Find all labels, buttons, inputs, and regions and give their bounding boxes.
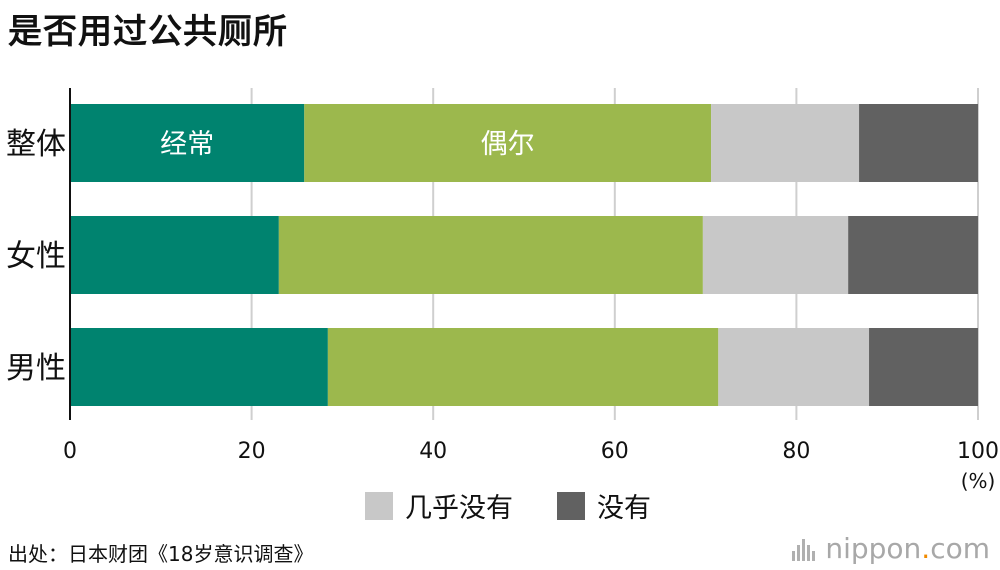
x-tick-label: 40 xyxy=(419,439,447,464)
bar-layer xyxy=(70,104,978,406)
category-label: 整体 xyxy=(6,127,66,162)
logo-bars-icon xyxy=(792,537,817,561)
nippon-logo: nippon. com xyxy=(792,532,990,565)
chart-title: 是否用过公共厕所 xyxy=(8,12,288,52)
x-tick-label: 20 xyxy=(238,439,266,464)
bar-occasionally xyxy=(278,216,703,294)
category-label: 男性 xyxy=(6,351,66,386)
x-tick-label: 0 xyxy=(63,439,77,464)
bar-frequently xyxy=(70,104,305,182)
x-tick-label: 100 xyxy=(957,439,999,464)
legend-item-never: 没有 xyxy=(557,486,651,525)
legend: 几乎没有 没有 xyxy=(365,486,695,525)
legend-label-never: 没有 xyxy=(597,493,651,524)
category-label: 女性 xyxy=(6,239,66,274)
bar-rarely xyxy=(702,216,849,294)
legend-swatch-never xyxy=(557,491,585,520)
logo-name: nippon xyxy=(825,532,922,565)
inline-series-label: 偶尔 xyxy=(481,129,535,160)
legend-label-rarely: 几乎没有 xyxy=(405,493,513,524)
legend-item-rarely: 几乎没有 xyxy=(365,486,513,525)
inline-series-label: 经常 xyxy=(160,129,214,160)
bar-occasionally xyxy=(327,328,719,406)
source-note: 出处：日本财团《18岁意识调查》 xyxy=(8,542,314,566)
bar-rarely xyxy=(711,104,860,182)
bar-never xyxy=(859,104,978,182)
x-tick-label: 80 xyxy=(782,439,810,464)
bar-frequently xyxy=(70,328,328,406)
logo-tld: com xyxy=(930,532,990,565)
bar-occasionally xyxy=(304,104,712,182)
bar-never xyxy=(869,328,978,406)
x-tick-label: 60 xyxy=(601,439,629,464)
bar-never xyxy=(848,216,978,294)
legend-swatch-rarely xyxy=(365,491,393,520)
bar-rarely xyxy=(718,328,870,406)
bar-frequently xyxy=(70,216,279,294)
logo-dot: . xyxy=(921,532,931,565)
x-axis-unit-label: (%) xyxy=(961,469,996,493)
